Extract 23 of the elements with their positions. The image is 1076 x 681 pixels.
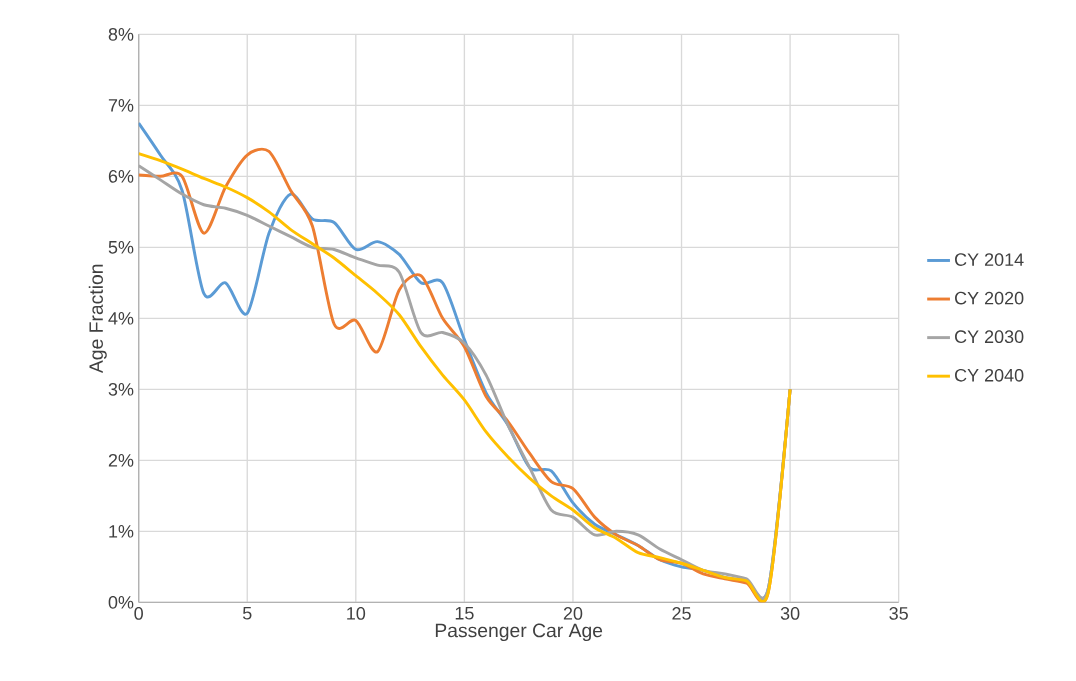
- y-tick-label: 3%: [108, 382, 134, 396]
- x-axis-title: Passenger Car Age: [435, 623, 603, 641]
- legend-label: CY 2040: [955, 368, 1024, 382]
- y-tick-label: 4%: [108, 311, 134, 325]
- x-tick-label: 15: [455, 606, 474, 620]
- y-tick-label: 2%: [108, 453, 134, 467]
- y-axis-title: Age Fraction: [88, 264, 107, 373]
- x-tick-label: 20: [563, 606, 583, 620]
- legend-label: CY 2014: [955, 253, 1024, 266]
- y-tick-label: 1%: [109, 524, 134, 538]
- legend-label: CY 2020: [955, 291, 1024, 305]
- x-tick-label: 0: [134, 606, 143, 620]
- y-tick-label: 0%: [108, 595, 134, 609]
- x-tick-label: 30: [780, 606, 800, 620]
- x-tick-label: 25: [672, 606, 691, 620]
- x-tick-label: 35: [889, 606, 908, 620]
- x-tick-label: 5: [242, 606, 252, 620]
- y-tick-label: 7%: [108, 98, 134, 112]
- y-tick-label: 5%: [108, 240, 134, 254]
- y-tick-label: 8%: [108, 27, 134, 41]
- x-tick-label: 10: [347, 606, 366, 620]
- y-tick-label: 6%: [108, 169, 134, 183]
- legend-label: CY 2030: [955, 330, 1024, 343]
